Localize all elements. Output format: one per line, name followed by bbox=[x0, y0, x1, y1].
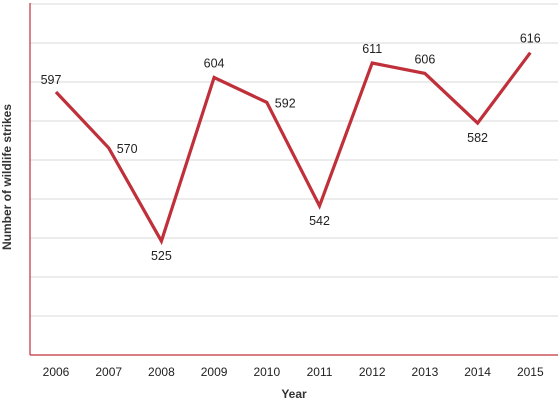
x-tick-label: 2008 bbox=[148, 365, 175, 379]
axes bbox=[29, 3, 558, 356]
data-label: 582 bbox=[467, 131, 488, 145]
x-tick-label: 2015 bbox=[517, 365, 544, 379]
y-axis-title: Number of wildlife strikes bbox=[0, 104, 14, 250]
data-label: 597 bbox=[41, 73, 62, 87]
x-tick-label: 2013 bbox=[412, 365, 439, 379]
data-labels: 597 570 525 604 592 542 611 606 582 616 bbox=[41, 32, 541, 263]
data-label: 606 bbox=[414, 52, 435, 66]
gridlines bbox=[30, 3, 558, 317]
data-label: 611 bbox=[362, 42, 382, 56]
x-tick-labels: 2006 2007 2008 2009 2010 2011 2012 2013 2014 2015 bbox=[43, 365, 544, 379]
x-tick-label: 2010 bbox=[253, 365, 280, 379]
series-line bbox=[54, 51, 532, 246]
x-axis-title: Year bbox=[281, 387, 307, 401]
data-label: 570 bbox=[117, 142, 138, 156]
data-label: 592 bbox=[275, 96, 296, 110]
x-tick-label: 2012 bbox=[359, 365, 386, 379]
x-tick-label: 2006 bbox=[43, 365, 70, 379]
x-tick-label: 2011 bbox=[307, 365, 333, 379]
series bbox=[54, 51, 532, 246]
data-label: 542 bbox=[309, 214, 330, 228]
data-label: 604 bbox=[204, 57, 225, 71]
x-tick-label: 2007 bbox=[95, 365, 122, 379]
data-label: 616 bbox=[520, 32, 541, 46]
x-tick-label: 2014 bbox=[464, 365, 491, 379]
data-label: 525 bbox=[151, 249, 172, 263]
x-tick-label: 2009 bbox=[201, 365, 228, 379]
